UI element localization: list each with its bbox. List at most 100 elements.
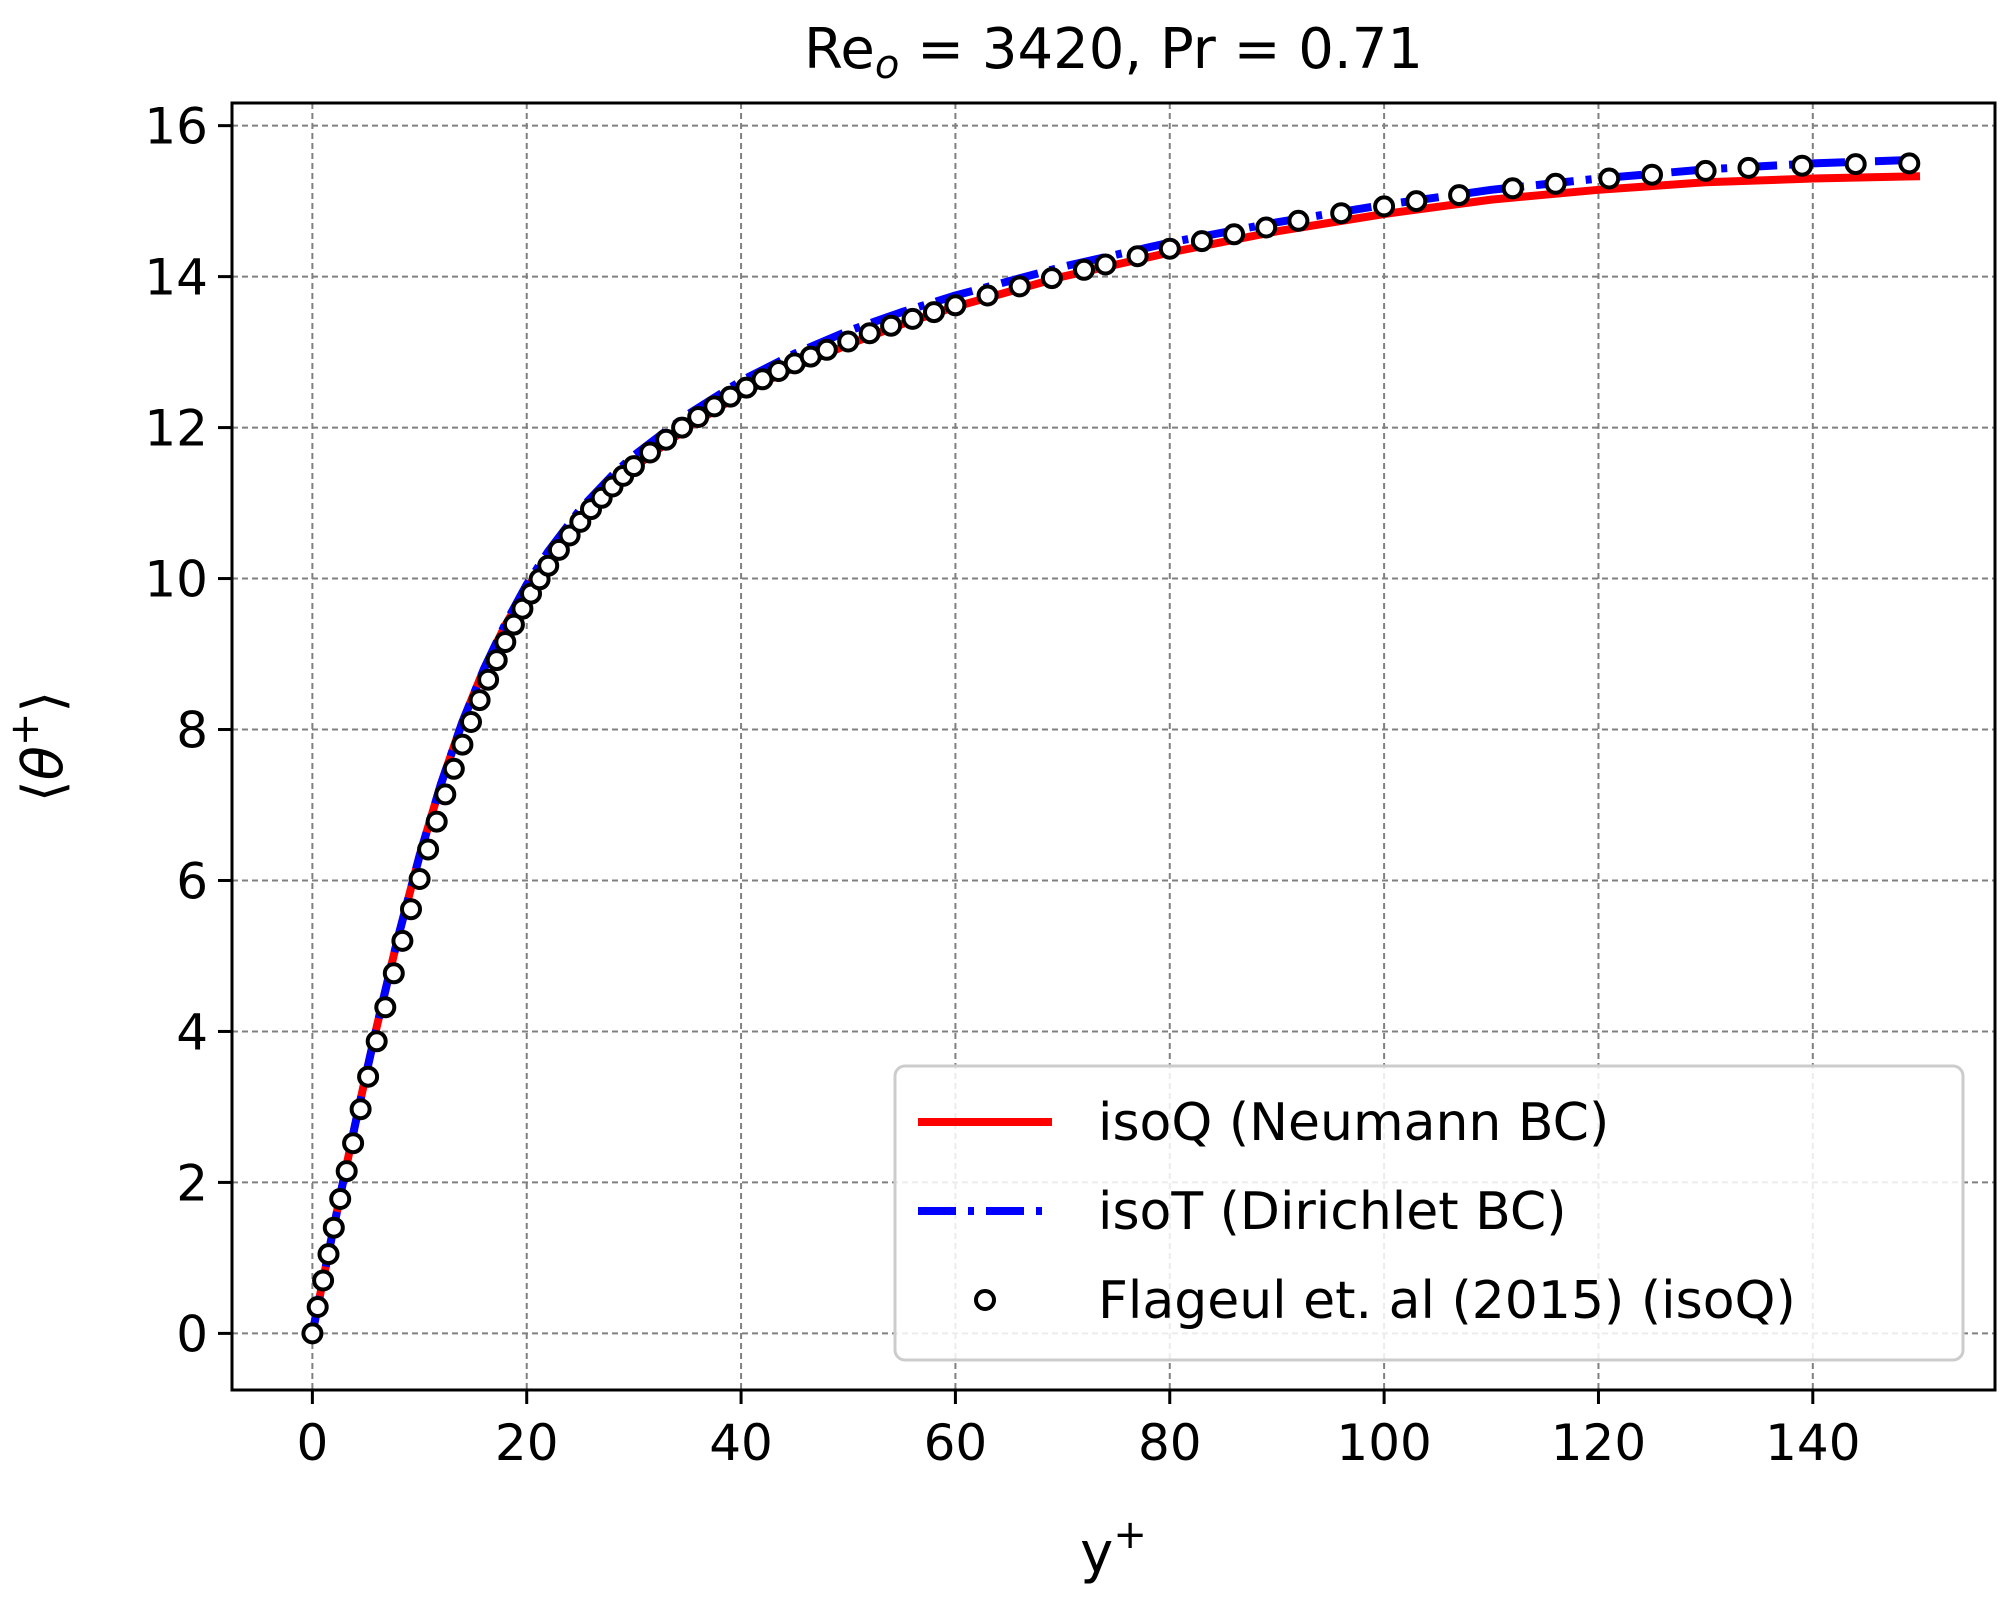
series-layer	[301, 152, 1921, 1345]
y-tick-label: 0	[176, 1305, 208, 1363]
flageul-data-point	[312, 1269, 335, 1292]
y-tick-label: 8	[176, 702, 208, 760]
y-axis-label: ⟨θ+⟩	[2, 691, 76, 803]
flageul-data-point	[639, 441, 661, 464]
flageul-data-point	[1094, 253, 1117, 276]
flageul-data-point	[1405, 190, 1428, 213]
flageul-data-point	[1255, 216, 1278, 239]
title-prefix: Re	[804, 17, 875, 82]
y-tick-label: 2	[176, 1154, 208, 1212]
flageul-data-point	[408, 868, 431, 890]
ticks-layer: 0 20 40 60 80 100 120 140 0 2 4 6 8 10 12 14 16	[144, 98, 1860, 1472]
flageul-data-point	[655, 428, 678, 451]
flageul-data-point	[547, 538, 570, 561]
flageul-data-point	[477, 668, 500, 691]
flageul-data-point	[317, 1243, 340, 1266]
legend-label: Flageul et. al (2015) (isoQ)	[1098, 1271, 1796, 1331]
flageul-data-point	[1448, 184, 1471, 207]
x-tick-label: 40	[709, 1414, 773, 1472]
flageul-data-point	[382, 962, 405, 985]
flageul-data-point	[1898, 152, 1921, 175]
flageul-data-point	[485, 649, 508, 672]
flageul-data-point	[923, 301, 945, 324]
flageul-data-point	[1641, 163, 1663, 186]
flageul-data-point	[1158, 237, 1181, 260]
flageul-data-point	[1501, 177, 1524, 200]
x-tick-label: 60	[924, 1414, 988, 1472]
x-tick-label: 100	[1336, 1414, 1431, 1472]
flageul-data-point	[365, 1030, 388, 1053]
y-axis-label-close: ⟩	[11, 691, 76, 713]
flageul-data-point	[1791, 154, 1814, 177]
y-tick-label: 10	[144, 551, 208, 609]
flageul-data-point	[494, 631, 517, 653]
flageul-data-point	[468, 689, 491, 712]
flageul-data-point	[1737, 156, 1760, 179]
flageul-data-point	[901, 307, 924, 330]
x-tick-label: 120	[1551, 1414, 1646, 1472]
y-axis-label-sup: +	[2, 713, 48, 747]
x-axis-label-base: y	[1080, 1521, 1113, 1586]
flageul-data-point	[1544, 172, 1567, 195]
flageul-data-point	[815, 338, 838, 361]
flageul-data-point	[1287, 209, 1310, 232]
y-tick-label: 6	[176, 852, 208, 910]
y-tick-label: 4	[176, 1003, 208, 1061]
flageul-data-point	[349, 1098, 372, 1121]
flageul-data-point	[425, 810, 448, 833]
legend-marker-flageul	[974, 1289, 996, 1311]
flageul-data-point	[1126, 245, 1149, 268]
flageul-data-point	[719, 385, 742, 408]
flageul-data-point	[622, 455, 645, 478]
flageul-data-point	[1330, 202, 1353, 225]
chart-title: Reo = 3420, Pr = 0.71	[804, 17, 1423, 88]
flageul-data-point	[1223, 223, 1246, 246]
title-subscript: o	[875, 42, 899, 88]
flageul-data-point	[301, 1322, 324, 1345]
flageul-data-point	[434, 783, 457, 806]
flageul-data-point	[374, 996, 397, 1019]
flageul-data-point	[1008, 275, 1031, 298]
flageul-data-point	[837, 330, 860, 353]
y-tick-label: 12	[144, 400, 208, 458]
legend: isoQ (Neumann BC) isoT (Dirichlet BC) Flag…	[893, 1064, 1965, 1362]
flageul-data-point	[537, 554, 560, 577]
flageul-data-point	[442, 757, 465, 780]
flageul-data-point	[671, 416, 694, 439]
flageul-data-point	[1073, 258, 1095, 281]
x-tick-label: 20	[495, 1414, 559, 1472]
legend-label: isoT (Dirichlet BC)	[1098, 1182, 1567, 1242]
x-axis-label: y+	[1080, 1512, 1147, 1586]
flageul-data-point	[703, 395, 726, 418]
flageul-data-point	[558, 524, 581, 547]
flageul-data-point	[1844, 153, 1867, 176]
legend-label: isoQ (Neumann BC)	[1098, 1093, 1609, 1153]
flageul-data-point	[451, 733, 474, 756]
flageul-data-point	[391, 929, 414, 952]
flageul-data-point	[1190, 230, 1213, 253]
flageul-data-point	[306, 1296, 329, 1318]
flageul-data-point	[858, 322, 881, 345]
flageul-data-point	[1598, 167, 1621, 190]
x-tick-label: 140	[1765, 1414, 1860, 1472]
flageul-data-point	[1373, 195, 1396, 218]
flageul-data-point	[322, 1216, 345, 1239]
x-tick-label: 80	[1138, 1414, 1202, 1472]
flageul-data-point	[460, 711, 482, 733]
flageul-data-point	[944, 294, 967, 317]
flageul-data-point	[357, 1065, 380, 1088]
flageul-data-point	[417, 838, 440, 861]
y-tick-label: 16	[144, 98, 208, 156]
title-rest: = 3420, Pr = 0.71	[899, 17, 1423, 82]
flageul-data-point	[400, 898, 422, 921]
flageul-data-point	[1694, 159, 1717, 182]
flageul-data-point	[335, 1160, 358, 1183]
grid-layer	[232, 103, 1995, 1390]
flageul-data-point	[1040, 267, 1063, 290]
y-axis-label-symbol: θ	[11, 746, 76, 780]
x-axis-label-sup: +	[1113, 1512, 1147, 1558]
y-tick-label: 14	[144, 249, 208, 307]
y-axis-label-open: ⟨	[11, 780, 76, 802]
